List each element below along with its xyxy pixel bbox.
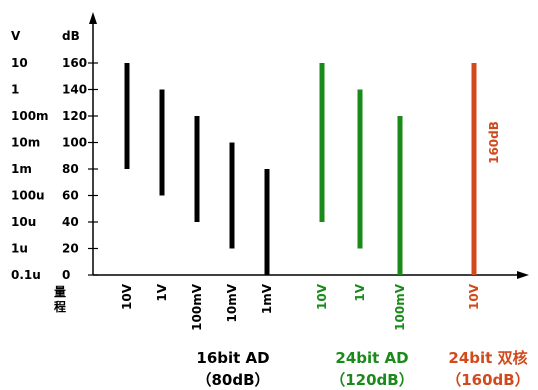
y-tick-db-label: 160 xyxy=(62,56,87,70)
bar-label: 10V xyxy=(467,283,481,310)
bar-label: 1V xyxy=(353,283,367,301)
y-tick-db-label: 80 xyxy=(62,162,79,176)
y-tick-db-label: 120 xyxy=(62,109,87,123)
y-tick-volt-label: 1u xyxy=(11,242,28,256)
y-header-volts: V xyxy=(11,29,21,43)
y-tick-volt-label: 10 xyxy=(11,56,28,70)
bar-label: 1V xyxy=(155,283,169,301)
y-header-db: dB xyxy=(62,29,80,43)
y-tick-db-label: 0 xyxy=(62,268,70,282)
bar-label: 100mV xyxy=(190,283,204,331)
y-tick-volt-label: 100u xyxy=(11,189,45,203)
y-tick-db-label: 100 xyxy=(62,136,87,150)
x-axis-label-char: 程 xyxy=(54,299,66,314)
bar-label: 10V xyxy=(315,283,329,310)
y-axis-arrow xyxy=(89,12,97,24)
x-axis-arrow xyxy=(517,271,529,279)
y-tick-db-label: 60 xyxy=(62,189,79,203)
group-range: （80dB） xyxy=(196,371,269,389)
bar-label: 10mV xyxy=(225,283,239,322)
y-tick-volt-label: 1 xyxy=(11,83,19,97)
group-range: （160dB） xyxy=(446,371,529,389)
bars: 160dB xyxy=(124,63,501,275)
group-title: 24bit 双核 xyxy=(448,349,527,367)
group-title: 24bit AD xyxy=(335,349,408,367)
y-tick-volt-label: 10u xyxy=(11,215,36,229)
y-tick-volt-label: 100m xyxy=(11,109,49,123)
y-tick-volt-label: 10m xyxy=(11,136,40,150)
bar-label: 100mV xyxy=(393,283,407,331)
bar-label: 10V xyxy=(120,283,134,310)
y-tick-db-label: 40 xyxy=(62,215,79,229)
y-tick-db-label: 20 xyxy=(62,242,79,256)
bar-annotation: 160dB xyxy=(487,121,501,164)
group-labels: 16bit AD （80dB） 24bit AD （120dB） 24bit 双核 （16… xyxy=(196,349,529,389)
bar-label: 1mV xyxy=(260,283,274,314)
group-title: 16bit AD xyxy=(196,349,269,367)
group-range: （120dB） xyxy=(330,371,413,389)
y-tick-db-label: 140 xyxy=(62,83,87,97)
axes xyxy=(89,12,529,279)
x-axis-label-char: 量 xyxy=(54,285,66,299)
y-tick-volt-label: 1m xyxy=(11,162,32,176)
y-tick-volt-label: 0.1u xyxy=(11,268,41,282)
x-labels: 量程 10V 1V 100mV 10mV 1mV 10V 1V 100mV 10V xyxy=(54,283,481,331)
